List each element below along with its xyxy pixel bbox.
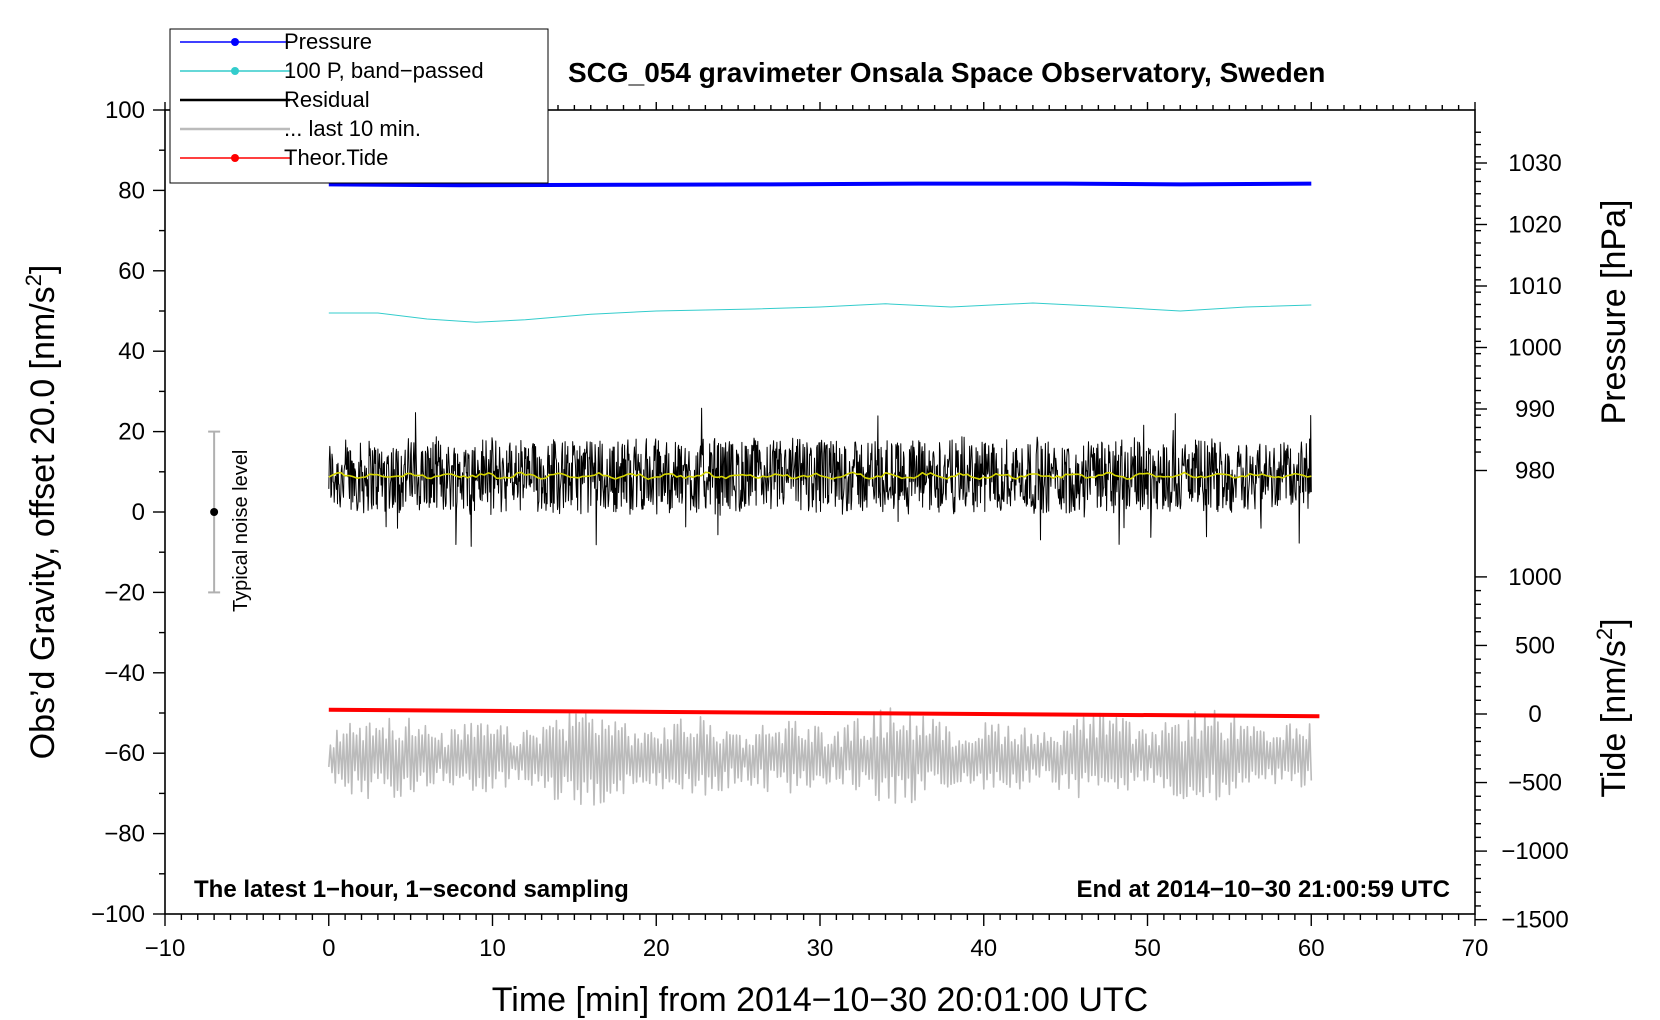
x-tick-label-7: 60 xyxy=(1298,935,1325,962)
y-axis-ticks: −100 −80 −60 −40 −20 0 20 40 60 80 100 xyxy=(91,97,165,928)
y-tick-label-8: 60 xyxy=(118,258,145,285)
y-tick-label-9: 80 xyxy=(118,177,145,204)
x-tick-label-0: −10 xyxy=(145,935,186,962)
series-1-100-p-band-passed xyxy=(328,302,1312,323)
series-5-theor-tide xyxy=(328,707,1320,719)
legend-marker-100-p-band-passed xyxy=(231,67,239,75)
pressure-tick-label-2: 1000 xyxy=(1508,335,1561,362)
x-axis-ticks: −10 0 10 20 30 40 50 60 70 xyxy=(145,102,1489,962)
series-3-residual-smoothed xyxy=(328,471,1312,480)
y-axis-title-sup: 2 xyxy=(21,274,46,286)
noise-label: Typical noise level xyxy=(230,450,252,612)
y-tick-label-7: 40 xyxy=(118,338,145,365)
legend-marker-pressure xyxy=(231,38,239,46)
legend-label-residual: Residual xyxy=(284,87,370,112)
series-layer xyxy=(328,181,1320,806)
tide-axis-title-end: ] xyxy=(1595,618,1633,627)
pressure-tick-label-5: 1030 xyxy=(1508,150,1561,177)
y-tick-label-4: −20 xyxy=(104,579,145,606)
legend-label-100-p-band-passed: 100 P, band−passed xyxy=(284,58,484,83)
legend: Pressure 100 P, band−passed Residual ... la… xyxy=(169,28,549,184)
pressure-tick-label-0: 980 xyxy=(1515,458,1555,485)
y-axis-title-end: ] xyxy=(24,265,62,274)
tide-axis-title-main: Tide [nm/s xyxy=(1595,640,1633,797)
y-axis-title-main: Obs’d Gravity, offset 20.0 [nm/s xyxy=(24,286,62,759)
y-tick-label-3: −40 xyxy=(104,660,145,687)
tide-tick-label-3: 0 xyxy=(1528,701,1541,728)
tide-tick-label-4: 500 xyxy=(1515,632,1555,659)
legend-marker-theor-tide xyxy=(231,154,239,162)
legend-label-theor-tide: Theor.Tide xyxy=(284,145,388,170)
series-4--last-10-min- xyxy=(328,707,1313,806)
legend-label-pressure: Pressure xyxy=(284,29,372,54)
x-tick-label-2: 10 xyxy=(479,935,506,962)
pressure-tick-label-3: 1010 xyxy=(1508,273,1561,300)
series-0-pressure xyxy=(328,181,1312,188)
pressure-axis-ticks: 980 990 1000 1010 1020 1030 xyxy=(1475,131,1562,485)
legend-label-last-10-min: ... last 10 min. xyxy=(284,116,421,141)
tide-axis-title-sup: 2 xyxy=(1592,628,1617,640)
chart-title: SCG_054 gravimeter Onsala Space Observat… xyxy=(568,57,1325,88)
x-tick-label-1: 0 xyxy=(322,935,335,962)
tide-tick-label-5: 1000 xyxy=(1508,564,1561,591)
tide-axis-ticks: −1500 −1000 −500 0 500 1000 xyxy=(1475,564,1569,934)
noise-center-dot xyxy=(210,508,219,516)
y-tick-label-0: −100 xyxy=(91,901,145,928)
plot-frame xyxy=(164,109,1476,915)
tide-tick-label-1: −1000 xyxy=(1501,838,1568,865)
y-tick-label-2: −60 xyxy=(104,740,145,767)
y-tick-label-1: −80 xyxy=(104,821,145,848)
pressure-axis-title: Pressure [hPa] xyxy=(1595,200,1633,425)
noise-level-indicator: Typical noise level xyxy=(208,430,252,612)
x-tick-label-6: 50 xyxy=(1134,935,1161,962)
pressure-tick-label-4: 1020 xyxy=(1508,212,1561,239)
tide-tick-label-2: −500 xyxy=(1508,770,1562,797)
y-tick-label-5: 0 xyxy=(132,499,145,526)
x-tick-label-8: 70 xyxy=(1462,935,1489,962)
pressure-tick-label-1: 990 xyxy=(1515,396,1555,423)
x-tick-label-5: 40 xyxy=(970,935,997,962)
series-2-residual xyxy=(328,407,1312,547)
x-tick-label-3: 20 xyxy=(643,935,670,962)
y-tick-label-10: 100 xyxy=(105,97,145,124)
y-tick-label-6: 20 xyxy=(118,419,145,446)
note-right: End at 2014−10−30 21:00:59 UTC xyxy=(1076,876,1450,903)
tide-tick-label-0: −1500 xyxy=(1501,907,1568,934)
x-axis-title: Time [min] from 2014−10−30 20:01:00 UTC xyxy=(492,981,1148,1019)
x-tick-label-4: 30 xyxy=(807,935,834,962)
tide-axis-title: Tide [nm/s2] xyxy=(1592,618,1633,797)
y-axis-title: Obs’d Gravity, offset 20.0 [nm/s2] xyxy=(21,265,62,760)
note-left: The latest 1−hour, 1−second sampling xyxy=(194,876,629,903)
